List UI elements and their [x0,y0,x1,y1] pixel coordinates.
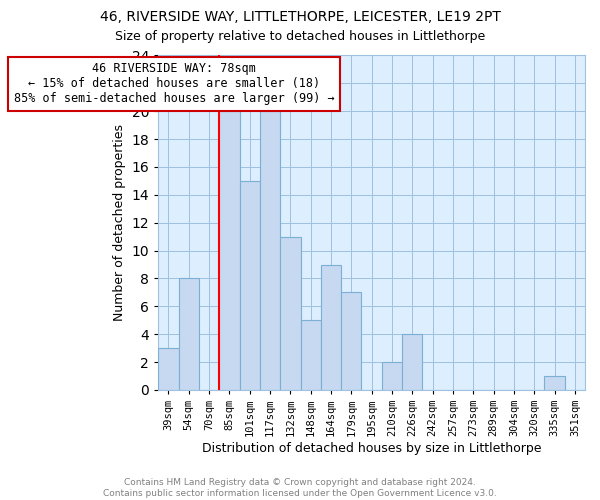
Text: 46, RIVERSIDE WAY, LITTLETHORPE, LEICESTER, LE19 2PT: 46, RIVERSIDE WAY, LITTLETHORPE, LEICEST… [100,10,500,24]
Bar [382,362,402,390]
Text: 46 RIVERSIDE WAY: 78sqm
← 15% of detached houses are smaller (18)
85% of semi-de: 46 RIVERSIDE WAY: 78sqm ← 15% of detache… [14,62,334,106]
Bar [239,181,260,390]
X-axis label: Distribution of detached houses by size in Littlethorpe: Distribution of detached houses by size … [202,442,541,455]
Bar [341,292,361,390]
Bar [260,111,280,390]
Bar [219,111,239,390]
Bar [280,236,301,390]
Bar [301,320,321,390]
Text: Size of property relative to detached houses in Littlethorpe: Size of property relative to detached ho… [115,30,485,43]
Bar [158,348,179,390]
Bar [321,264,341,390]
Bar [179,278,199,390]
Bar [402,334,422,390]
Y-axis label: Number of detached properties: Number of detached properties [113,124,126,321]
Bar [544,376,565,390]
Text: Contains HM Land Registry data © Crown copyright and database right 2024.
Contai: Contains HM Land Registry data © Crown c… [103,478,497,498]
